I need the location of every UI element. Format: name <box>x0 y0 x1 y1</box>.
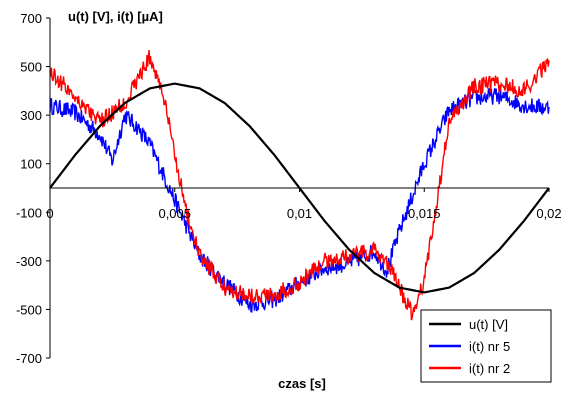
y-axis: 700 500 300 100 -100 -300 -500 -700 <box>16 11 51 366</box>
plot-area <box>49 49 550 321</box>
legend-label: i(t) nr 5 <box>469 339 510 354</box>
series-line-i2 <box>49 49 550 321</box>
legend-label: u(t) [V] <box>469 317 508 332</box>
y-axis-label: u(t) [V], i(t) [µA] <box>68 9 163 24</box>
y-tick-label: 100 <box>20 157 42 172</box>
y-tick-label: -100 <box>16 205 42 220</box>
y-tick-label: 500 <box>20 60 42 75</box>
x-tick-label: 0,02 <box>536 206 561 221</box>
x-tick-label: 0,01 <box>287 206 312 221</box>
y-tick-label: 700 <box>20 11 42 26</box>
y-tick-label: -500 <box>16 302 42 317</box>
x-axis-label: czas [s] <box>278 376 326 391</box>
y-tick-label: 300 <box>20 108 42 123</box>
series-line-i5 <box>49 87 550 313</box>
legend: u(t) [V] i(t) nr 5 i(t) nr 2 <box>420 309 552 383</box>
x-tick-label: 0,005 <box>158 206 191 221</box>
legend-label: i(t) nr 2 <box>469 361 510 376</box>
x-tick-label: 0 <box>46 206 53 221</box>
y-tick-label: -700 <box>16 351 42 366</box>
y-tick-label: -300 <box>16 254 42 269</box>
x-axis: 0 0,005 0,01 0,015 0,02 <box>46 187 562 221</box>
x-tick-label: 0,015 <box>408 206 441 221</box>
